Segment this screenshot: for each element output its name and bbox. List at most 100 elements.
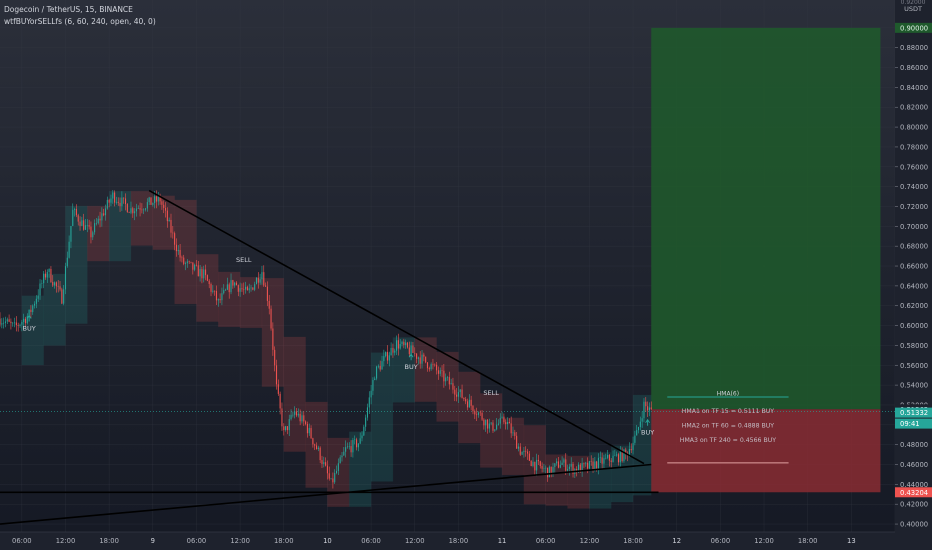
candle-body [621, 450, 623, 462]
candle-body [232, 280, 234, 286]
stop-zone[interactable] [651, 409, 881, 493]
candle-body [197, 265, 199, 277]
candle-body [326, 465, 328, 474]
candle-body [150, 197, 152, 205]
candle-body [492, 422, 494, 431]
candle-body [614, 455, 616, 457]
trendline[interactable] [148, 189, 645, 465]
candle-body [188, 261, 190, 263]
candle-body [183, 257, 185, 264]
candle-body [30, 309, 32, 313]
candle-body [28, 309, 30, 317]
candle-body [126, 204, 128, 213]
candle-body [486, 419, 489, 429]
candle-body [315, 445, 318, 450]
candle-body [34, 303, 36, 306]
candle-body [605, 457, 607, 459]
candle-body [570, 463, 572, 467]
candle-body [310, 428, 312, 439]
candle-body [54, 282, 56, 286]
candle-body [636, 430, 638, 436]
time-axis: 06:00 12:00 18:00 9 06:00 12:00 18:00 10 06:00 12… [0, 531, 932, 550]
candle-body [199, 269, 201, 277]
candle-body [428, 368, 430, 370]
candle-body [230, 280, 232, 293]
price-tick-label: 0.82000 [900, 104, 928, 112]
candle-body [63, 289, 65, 304]
time-tick-label: 12:00 [230, 537, 250, 545]
candle-body [532, 461, 534, 467]
candle-body [234, 282, 236, 286]
candle-body [547, 467, 549, 478]
candle-body [370, 390, 372, 398]
candle-body [59, 286, 61, 290]
candle-body [217, 299, 219, 301]
candle-body [516, 435, 518, 449]
candle-body [124, 198, 127, 205]
price-tick-label: 0.42000 [900, 501, 928, 509]
candle-body [50, 268, 52, 282]
candle-body [84, 225, 87, 230]
candle-body [6, 319, 8, 322]
candle-body [263, 272, 265, 286]
price-tick-label: 0.78000 [900, 143, 928, 151]
position-zones [0, 27, 895, 493]
candle-body [32, 305, 34, 313]
candle-body [550, 466, 552, 475]
price-tick-label: 0.40000 [900, 521, 928, 529]
time-tick-label: 18:00 [623, 537, 643, 545]
time-axis-background[interactable] [0, 532, 932, 550]
candle-body [277, 384, 279, 394]
candle-body [510, 423, 512, 434]
candle-body [432, 364, 434, 365]
candle-body [448, 377, 450, 385]
candle-body [285, 426, 287, 430]
candle-body [599, 457, 601, 459]
candle-body [0, 318, 1, 325]
candle-body [75, 208, 77, 216]
price-axis-background[interactable] [895, 0, 932, 550]
candle-body [461, 389, 463, 398]
candle-body [228, 284, 230, 293]
candle-body [506, 422, 509, 425]
candle-body [288, 419, 290, 431]
price-tick-label: 0.62000 [900, 302, 928, 310]
candle-body [208, 280, 210, 285]
time-tick-label: 12:00 [56, 537, 76, 545]
candle-body [481, 412, 483, 420]
candle-body [625, 449, 627, 453]
candle-body [630, 449, 632, 451]
candle-body [57, 286, 59, 287]
price-tick-label: 0.48000 [900, 441, 928, 449]
candle-body [52, 281, 54, 286]
candle-body [24, 318, 27, 324]
candle-body [352, 439, 354, 453]
candle-body [572, 463, 574, 474]
candle-body [268, 300, 270, 309]
candle-body [497, 423, 499, 425]
candle-body [257, 277, 259, 283]
trendline[interactable] [0, 463, 652, 525]
cloud-segment-bear [152, 195, 175, 250]
candle-body [594, 461, 596, 470]
candle-body [305, 421, 307, 424]
candle-body [112, 192, 114, 199]
candle-body [416, 353, 418, 359]
candle-body [645, 401, 647, 407]
price-tick-label: 0.80000 [900, 124, 928, 132]
candle-body [48, 268, 50, 273]
hma-row-1: HMA1 on TF 15 = 0.5111 BUY [682, 408, 774, 415]
candle-body [648, 407, 650, 411]
candle-body [72, 209, 74, 226]
candle-body [607, 455, 609, 458]
target-zone[interactable] [651, 27, 881, 410]
candle-body [279, 393, 281, 409]
price-tick-label: 0.72000 [900, 203, 928, 211]
candle-body [410, 345, 412, 355]
candle-body [128, 212, 130, 213]
candle-body [226, 284, 228, 290]
price-tick-label: 0.76000 [900, 163, 928, 171]
candle-body [283, 426, 285, 430]
